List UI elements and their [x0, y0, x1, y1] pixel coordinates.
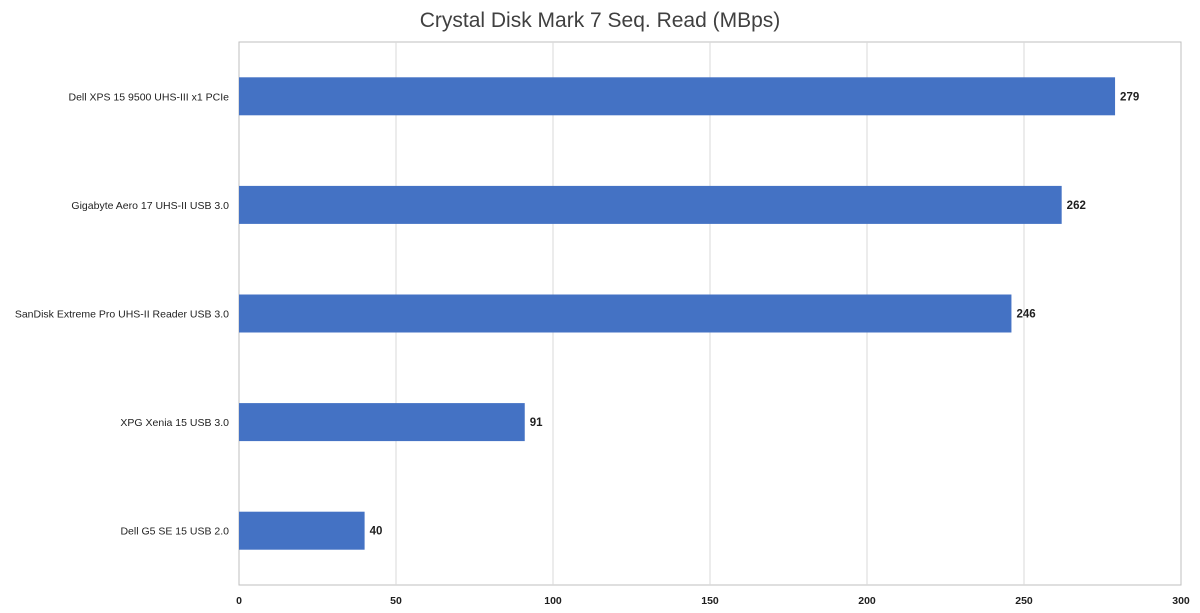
- chart-title: Crystal Disk Mark 7 Seq. Read (MBps): [420, 9, 781, 32]
- x-tick-label: 0: [236, 595, 242, 607]
- category-labels: Dell XPS 15 9500 UHS-III x1 PCIe Gigabyte…: [15, 91, 229, 537]
- x-tick-label: 100: [544, 595, 562, 607]
- x-tick-label: 300: [1172, 595, 1190, 607]
- category-label: Dell G5 SE 15 USB 2.0: [120, 526, 229, 538]
- data-label: 262: [1067, 200, 1086, 212]
- category-label: Dell XPS 15 9500 UHS-III x1 PCIe: [69, 91, 230, 103]
- category-label: Gigabyte Aero 17 UHS-II USB 3.0: [71, 200, 229, 212]
- category-label: XPG Xenia 15 USB 3.0: [120, 417, 229, 429]
- data-labels: 279 262 246 91 40: [370, 91, 1140, 537]
- x-tick-label: 150: [701, 595, 719, 607]
- data-label: 279: [1120, 91, 1139, 103]
- bar: [239, 294, 1012, 333]
- x-tick-label: 250: [1015, 595, 1033, 607]
- bars: [239, 77, 1116, 550]
- category-label: SanDisk Extreme Pro UHS-II Reader USB 3.…: [15, 309, 229, 321]
- x-axis-tick-labels: 0 50 100 150 200 250 300: [236, 595, 1190, 607]
- x-tick-label: 50: [390, 595, 402, 607]
- data-label: 91: [530, 417, 543, 429]
- bar: [239, 511, 365, 550]
- bar: [239, 77, 1116, 116]
- data-label: 40: [370, 526, 383, 538]
- bar: [239, 185, 1062, 224]
- bar: [239, 403, 525, 442]
- data-label: 246: [1016, 309, 1035, 321]
- x-tick-label: 200: [858, 595, 876, 607]
